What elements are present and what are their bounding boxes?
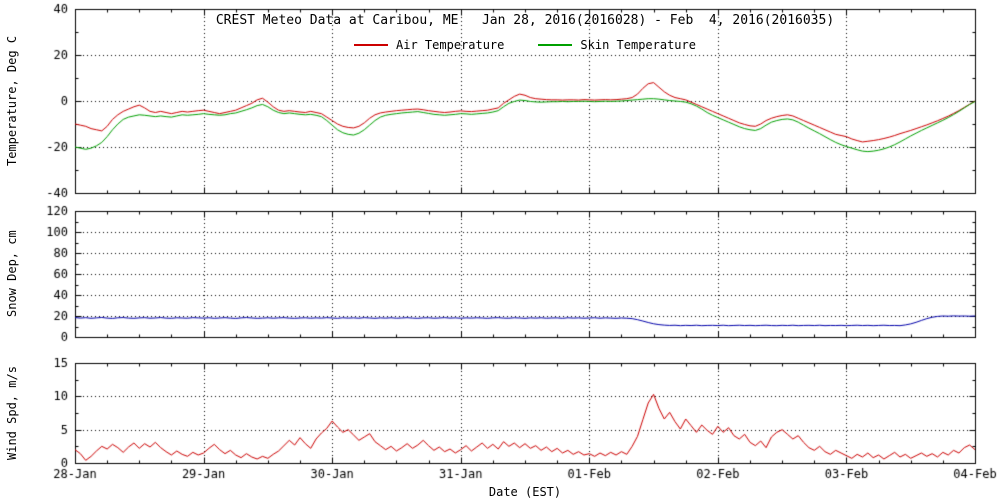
xaxis-label: Date (EST) [488, 485, 562, 499]
chart-legend: Air Temperature Skin Temperature [75, 38, 975, 52]
ylabel-snow: Snow Dep, cm [5, 230, 19, 318]
legend-item: Skin Temperature [538, 38, 696, 52]
legend-item: Air Temperature [354, 38, 504, 52]
legend-swatch [354, 44, 389, 46]
legend-label: Air Temperature [396, 38, 505, 52]
ylabel-wind: Wind Spd, m/s [5, 366, 19, 460]
ylabel-temperature: Temperature, Deg C [5, 35, 19, 167]
chart-title: CREST Meteo Data at Caribou, ME Jan 28, … [215, 13, 835, 28]
legend-label: Skin Temperature [580, 38, 696, 52]
legend-swatch [538, 44, 573, 46]
